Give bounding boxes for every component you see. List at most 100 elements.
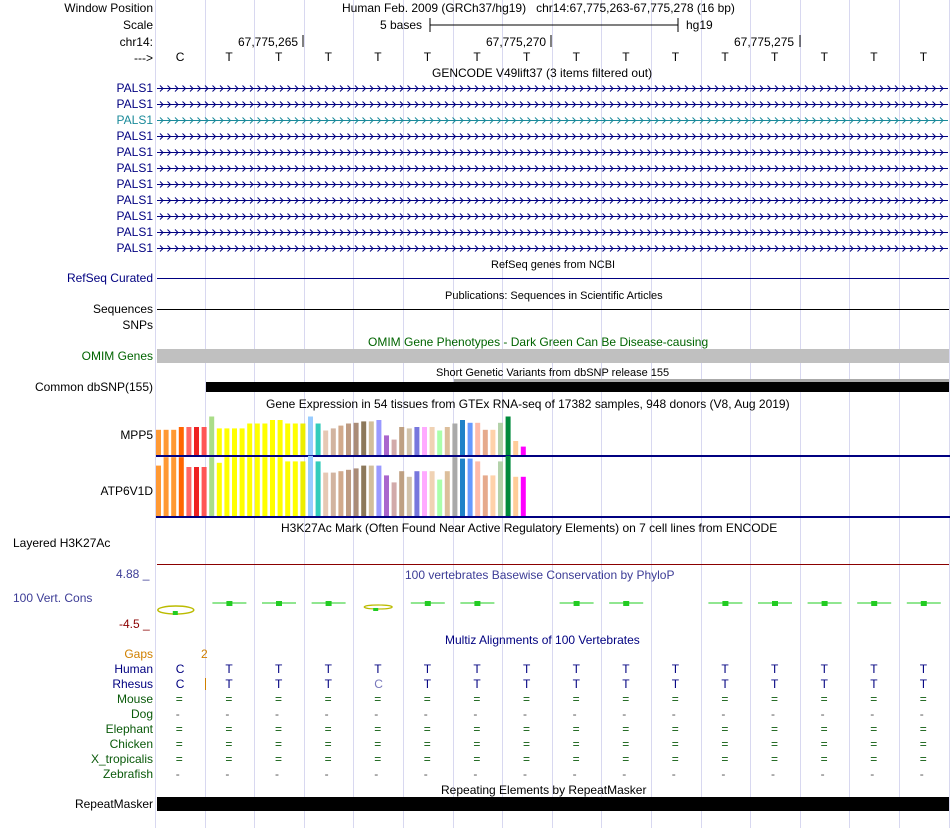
atp6v1d-bar[interactable] [505, 455, 511, 516]
atp6v1d-bar[interactable] [156, 465, 161, 516]
atp6v1d-bar[interactable] [330, 472, 336, 516]
atp6v1d-bar[interactable] [277, 457, 283, 516]
mpp5-bar[interactable] [467, 422, 473, 455]
atp6v1d-bar[interactable] [323, 472, 329, 516]
atp6v1d-bar[interactable] [171, 457, 177, 516]
gencode-transcript-label[interactable]: PALS1 [116, 225, 153, 239]
gencode-transcript-line[interactable] [157, 117, 948, 124]
mpp5-bar[interactable] [368, 421, 374, 455]
mpp5-bar[interactable] [239, 428, 245, 455]
atp6v1d-bar[interactable] [384, 475, 389, 516]
mpp5-bar[interactable] [247, 423, 253, 456]
atp6v1d-bar[interactable] [414, 471, 420, 516]
atp6v1d-bar[interactable] [490, 475, 496, 516]
dbsnp-variant-bar[interactable] [206, 382, 949, 392]
atp6v1d-bar[interactable] [361, 465, 367, 516]
atp6v1d-bar[interactable] [444, 471, 450, 516]
h3k27ac-label[interactable]: Layered H3K27Ac [13, 536, 111, 550]
atp6v1d-bar[interactable] [429, 471, 435, 516]
gencode-transcript-line[interactable] [157, 133, 948, 140]
gencode-transcript-label[interactable]: PALS1 [116, 241, 153, 255]
mpp5-bar[interactable] [163, 429, 169, 455]
gencode-transcript-label[interactable]: PALS1 [116, 97, 153, 111]
atp6v1d-bar[interactable] [292, 461, 298, 516]
mpp5-bar[interactable] [216, 428, 222, 455]
mpp5-bar[interactable] [353, 422, 359, 455]
atp6v1d-bar[interactable] [520, 476, 526, 516]
gencode-transcript-label[interactable]: PALS1 [116, 145, 153, 159]
omim-feature[interactable] [157, 349, 949, 363]
atp6v1d-bar[interactable] [346, 469, 351, 516]
gencode-transcript-label[interactable]: PALS1 [116, 113, 153, 127]
atp6v1d-bar[interactable] [224, 457, 230, 516]
snps-label[interactable]: SNPs [122, 318, 153, 332]
dbsnp-label[interactable]: Common dbSNP(155) [34, 380, 153, 394]
phylop-score-marks[interactable] [0, 594, 950, 624]
mpp5-bar[interactable] [437, 430, 443, 456]
gencode-transcript-line[interactable] [157, 181, 948, 188]
repeatmasker-label[interactable]: RepeatMasker [74, 797, 153, 811]
atp6v1d-bar[interactable] [315, 461, 321, 516]
atp6v1d-bar[interactable] [475, 461, 481, 516]
multiz-species-label[interactable]: Zebrafish [102, 767, 153, 781]
mpp5-bar[interactable] [330, 428, 336, 455]
atp6v1d-bar[interactable] [254, 457, 260, 516]
atp6v1d-bar[interactable] [239, 457, 245, 516]
atp6v1d-bar[interactable] [498, 461, 503, 516]
refseq-label[interactable]: RefSeq Curated [66, 271, 153, 285]
atp6v1d-bar[interactable] [247, 457, 253, 516]
atp6v1d-bar[interactable] [391, 482, 397, 516]
mpp5-bar[interactable] [194, 427, 199, 455]
gencode-transcript-label[interactable]: PALS1 [116, 209, 153, 223]
atp6v1d-bar[interactable] [300, 461, 306, 516]
mpp5-bar[interactable] [323, 430, 329, 456]
atp6v1d-bar[interactable] [338, 471, 344, 516]
gencode-transcript-label[interactable]: PALS1 [116, 161, 153, 175]
publications-label[interactable]: Sequences [92, 302, 153, 316]
mpp5-bar[interactable] [315, 423, 321, 456]
gencode-transcript-line[interactable] [157, 149, 948, 156]
atp6v1d-bar[interactable] [513, 476, 519, 516]
mpp5-bar[interactable] [406, 428, 412, 455]
mpp5-bar[interactable] [429, 427, 435, 455]
refseq-track-line[interactable] [157, 278, 949, 279]
gencode-transcript-line[interactable] [157, 245, 948, 252]
mpp5-bar[interactable] [224, 428, 230, 455]
mpp5-bar[interactable] [338, 425, 344, 455]
mpp5-bar[interactable] [498, 422, 503, 455]
mpp5-bar[interactable] [232, 428, 237, 455]
gencode-transcript-line[interactable] [157, 85, 948, 92]
dbsnp-variant-bar-gray[interactable] [454, 379, 949, 382]
mpp5-bar[interactable] [292, 423, 298, 456]
mpp5-bar[interactable] [452, 423, 458, 456]
mpp5-bar[interactable] [422, 427, 427, 455]
atp6v1d-bar[interactable] [437, 479, 443, 516]
multiz-species-label[interactable]: Elephant [105, 722, 153, 736]
gencode-transcript-label[interactable]: PALS1 [116, 193, 153, 207]
multiz-species-label[interactable]: Dog [130, 707, 153, 721]
gtex-gene-mpp5[interactable]: MPP5 [120, 428, 153, 442]
gencode-transcript-line[interactable] [157, 101, 948, 108]
multiz-species-label[interactable]: Rhesus [112, 677, 153, 691]
mpp5-bar[interactable] [285, 423, 291, 456]
mpp5-bar[interactable] [414, 427, 420, 455]
gencode-transcript-line[interactable] [157, 197, 948, 204]
atp6v1d-bar[interactable] [194, 467, 199, 516]
gencode-transcript-label[interactable]: PALS1 [116, 177, 153, 191]
mpp5-bar[interactable] [505, 416, 511, 456]
atp6v1d-bar[interactable] [422, 471, 427, 516]
atp6v1d-bar[interactable] [452, 457, 458, 516]
mpp5-bar[interactable] [156, 429, 161, 455]
atp6v1d-bar[interactable] [163, 457, 169, 516]
atp6v1d-bar[interactable] [232, 457, 237, 516]
phylop-label[interactable]: 100 Vert. Cons [13, 591, 93, 605]
atp6v1d-bar[interactable] [376, 465, 382, 516]
mpp5-bar[interactable] [399, 427, 405, 455]
atp6v1d-bar[interactable] [262, 457, 268, 516]
gtex-gene-atp6v1d[interactable]: ATP6V1D [100, 484, 153, 498]
repeatmasker-feature[interactable] [157, 797, 949, 811]
multiz-species-label[interactable]: Mouse [116, 692, 153, 706]
mpp5-bar[interactable] [475, 422, 481, 455]
mpp5-bar[interactable] [186, 427, 192, 455]
